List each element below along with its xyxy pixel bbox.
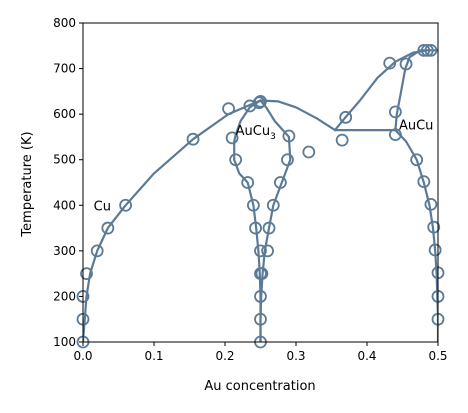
data-point xyxy=(417,43,431,57)
x-tick-label: 0.2 xyxy=(215,349,234,363)
data-point xyxy=(282,129,296,143)
data-point xyxy=(229,153,243,167)
x-tick-label: 0.5 xyxy=(428,349,447,363)
data-point xyxy=(246,198,260,212)
data-point xyxy=(302,145,316,159)
data-point xyxy=(254,312,267,326)
data-point xyxy=(424,197,438,211)
data-point xyxy=(417,175,431,188)
phase-boundary-line xyxy=(83,99,262,342)
phase-annotation: AuCu xyxy=(399,119,433,134)
data-point xyxy=(410,153,424,167)
y-tick-label: 700 xyxy=(53,62,76,76)
data-point xyxy=(388,105,402,119)
data-group xyxy=(83,49,438,342)
x-tick-label: 0.3 xyxy=(286,349,305,363)
data-point xyxy=(241,176,255,189)
data-point xyxy=(427,220,441,234)
data-point xyxy=(222,102,235,116)
data-point xyxy=(249,221,262,235)
data-point xyxy=(262,221,276,235)
phase-boundary-line xyxy=(233,99,262,342)
data-point xyxy=(388,128,402,142)
data-point xyxy=(252,96,266,110)
y-tick-label: 800 xyxy=(53,16,76,30)
phase-boundary-line xyxy=(259,99,337,132)
data-point xyxy=(420,43,434,57)
data-point xyxy=(399,57,413,71)
x-axis-label: Au concentration xyxy=(204,379,315,394)
phase-boundary-line xyxy=(394,129,438,342)
data-point xyxy=(90,244,104,258)
data-point xyxy=(254,290,267,303)
data-point xyxy=(383,56,397,70)
x-tick-label: 0.4 xyxy=(357,349,376,363)
data-point xyxy=(273,176,287,189)
y-tick-label: 100 xyxy=(53,335,76,349)
phase-boundary-line xyxy=(259,99,292,342)
phase-annotation: Cu xyxy=(94,199,111,214)
data-point xyxy=(119,198,132,212)
data-point xyxy=(335,133,349,147)
data-point xyxy=(428,243,442,257)
data-point xyxy=(339,110,353,124)
phase-annotation: AuCu3 xyxy=(236,124,276,142)
data-point xyxy=(261,244,275,258)
data-point xyxy=(225,131,239,145)
y-tick-label: 500 xyxy=(53,153,76,167)
y-tick-label: 400 xyxy=(53,198,76,212)
x-tick-label: 0.0 xyxy=(73,349,92,363)
data-point xyxy=(101,221,115,235)
data-point xyxy=(254,244,267,258)
y-tick-label: 600 xyxy=(53,107,76,121)
data-point xyxy=(80,267,93,281)
data-point xyxy=(281,153,294,167)
x-tick-label: 0.1 xyxy=(144,349,163,363)
y-tick-label: 200 xyxy=(53,289,76,303)
axes-frame xyxy=(82,22,439,343)
y-tick-label: 300 xyxy=(53,244,76,258)
data-point xyxy=(266,198,280,212)
data-point xyxy=(255,267,269,281)
data-point xyxy=(186,132,200,146)
data-point xyxy=(254,94,267,108)
y-axis-label: Temperature (K) xyxy=(20,131,35,237)
plot-layer xyxy=(76,43,445,349)
axes-layer: 0.0 0.1 0.2 0.3 0.4 0.5 100 200 300 400 500 600 700 8… xyxy=(53,16,447,363)
data-point xyxy=(424,43,438,57)
phase-annotation-subscript: 3 xyxy=(270,132,276,142)
